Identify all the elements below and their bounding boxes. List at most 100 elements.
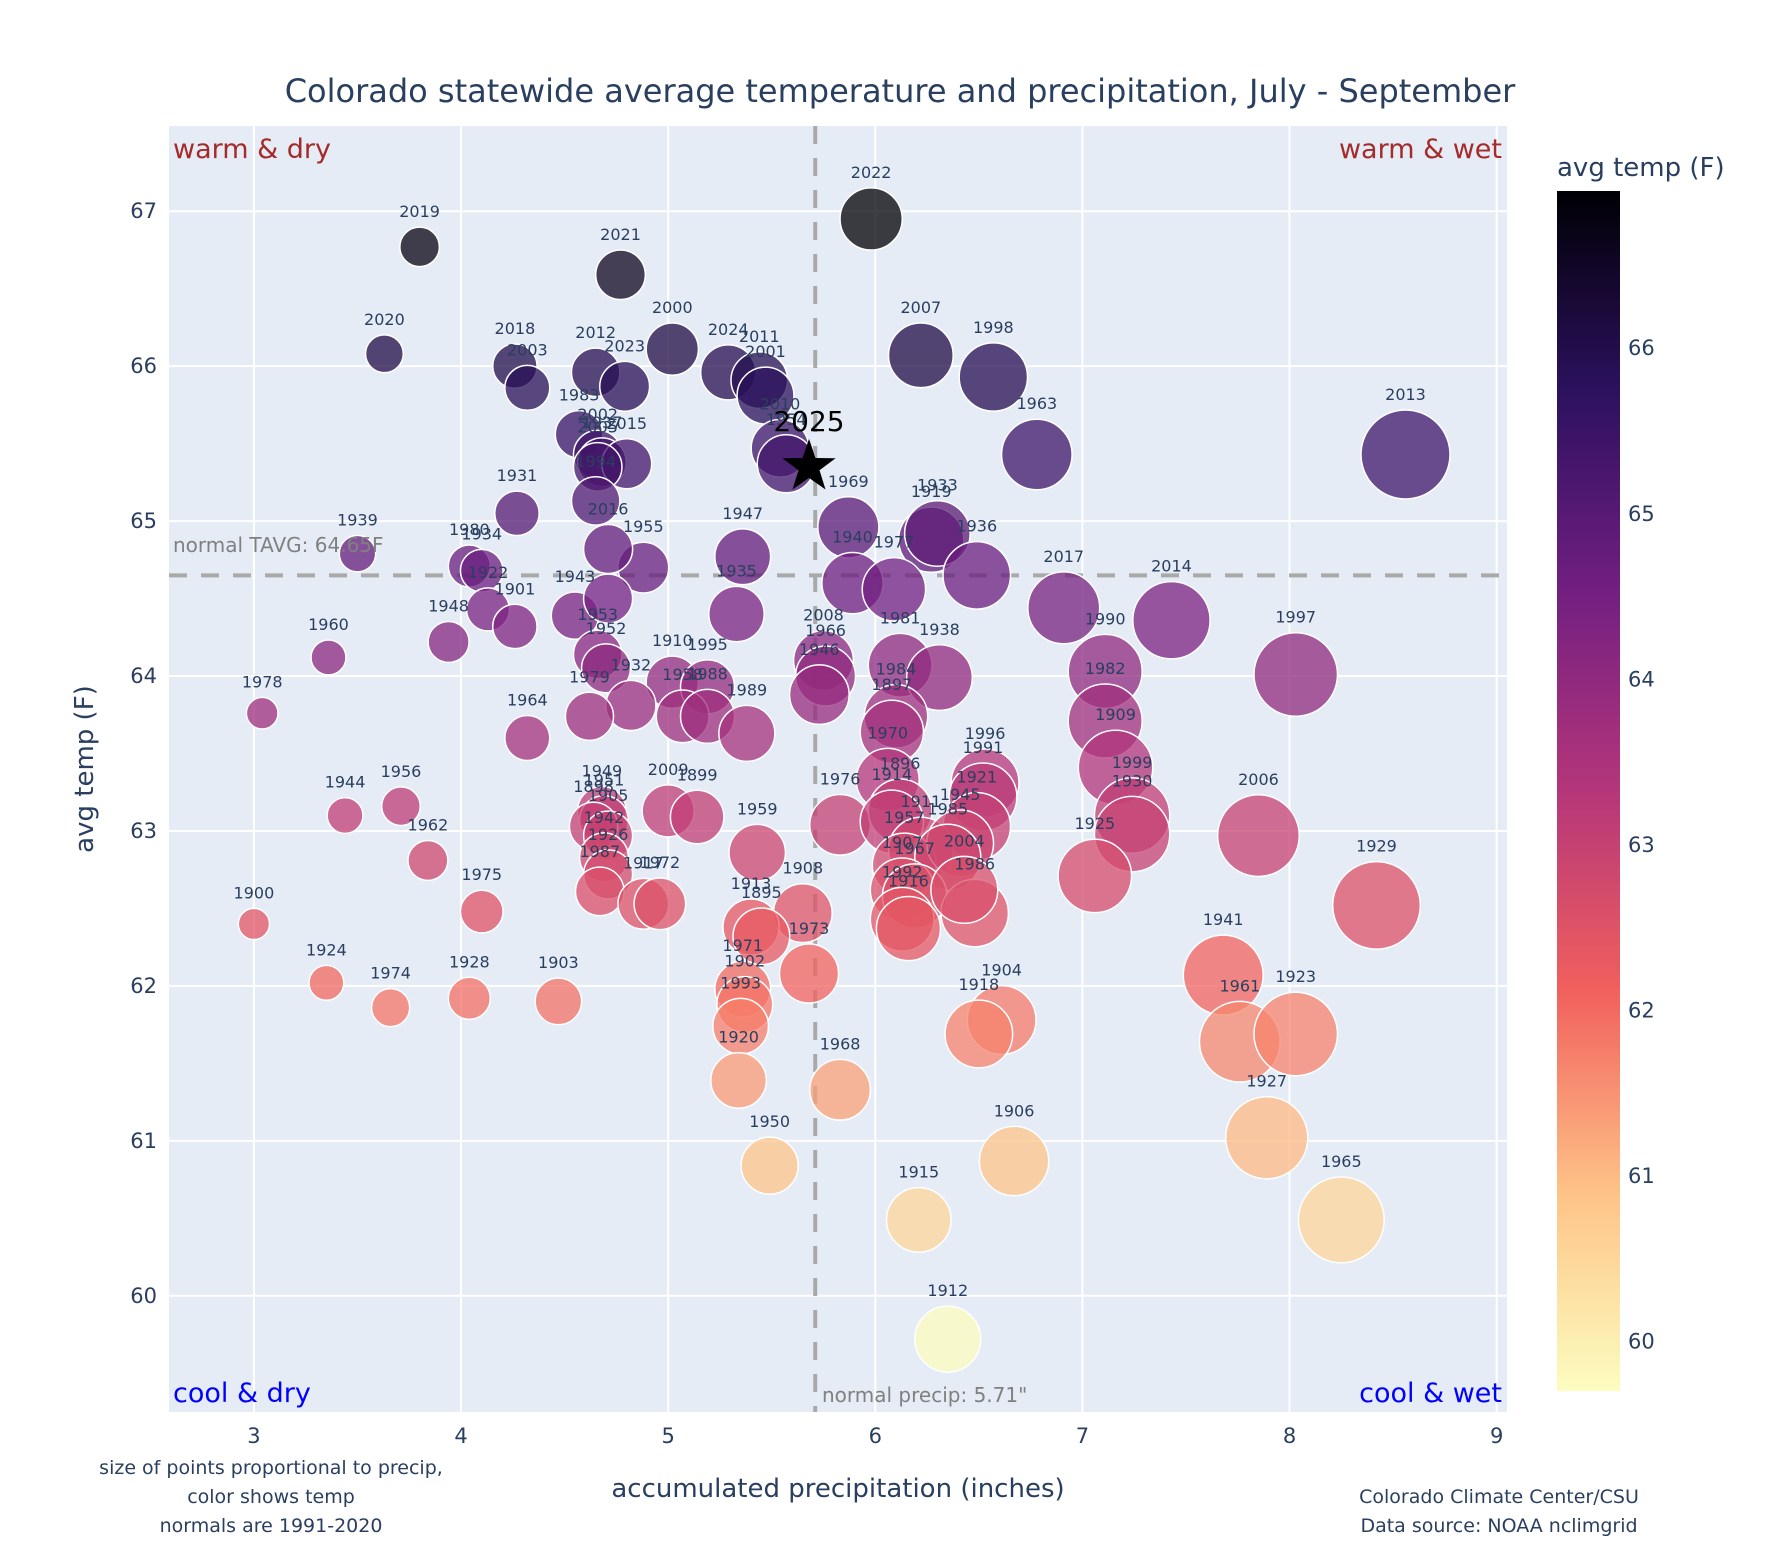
star-marker-2025 <box>782 438 836 490</box>
point-label: 1989 <box>727 680 768 699</box>
colorbar <box>1557 191 1620 1391</box>
point-2014 <box>1132 580 1211 660</box>
point-label: 1970 <box>867 723 908 742</box>
point-1906 <box>978 1125 1050 1197</box>
quadrant-cool-wet: cool & wet <box>1359 1378 1502 1409</box>
point-1998 <box>958 342 1029 412</box>
point-1935 <box>708 585 765 643</box>
point-label: 1997 <box>1275 608 1316 627</box>
point-2019 <box>399 226 441 268</box>
point-label: 1909 <box>1095 705 1136 724</box>
y-tick-label: 67 <box>130 199 157 223</box>
point-label: 1933 <box>917 476 958 495</box>
point-label: 1924 <box>306 940 347 959</box>
point-label: 1932 <box>611 655 652 674</box>
point-label: 2001 <box>745 342 786 361</box>
point-label: 1935 <box>716 561 757 580</box>
point-1947 <box>714 528 772 586</box>
point-label: 1990 <box>1085 609 1126 628</box>
x-tick-label: 6 <box>869 1424 882 1448</box>
point-label: 2015 <box>606 414 647 433</box>
point-label: 1952 <box>586 619 627 638</box>
point-1956 <box>380 786 422 827</box>
point-label: 1967 <box>894 839 935 858</box>
point-2016b <box>582 573 634 624</box>
point-label: 1975 <box>461 865 502 884</box>
x-axis-ticks: 3 4 5 6 7 8 9 <box>247 1424 1503 1448</box>
point-label: 2017 <box>1043 547 1084 566</box>
point-label: 2022 <box>851 163 892 182</box>
point-1929 <box>1331 860 1422 950</box>
point-label: 1929 <box>1356 837 1397 856</box>
point-2003 <box>504 364 551 412</box>
point-label: 1928 <box>449 952 490 971</box>
scatter-points <box>237 187 1451 1373</box>
point-label: 1998 <box>973 318 1014 337</box>
point-1895 <box>732 907 791 966</box>
point-1994 <box>570 476 621 526</box>
point-label: 2008 <box>803 606 844 625</box>
point-label: 1947 <box>722 504 763 523</box>
point-1965 <box>1297 1176 1385 1264</box>
point-label: 1996 <box>965 724 1006 743</box>
point-label: 1934 <box>461 524 502 543</box>
point-label: 1957 <box>884 808 925 827</box>
point-label: 1954 <box>766 410 807 429</box>
point-label: 1936 <box>956 517 997 536</box>
point-label: 1999 <box>1112 753 1153 772</box>
point-label: 1940 <box>832 527 873 546</box>
point-label: 1979 <box>569 667 610 686</box>
normal-tavg-label: normal TAVG: 64.65F <box>173 533 384 557</box>
point-label: 2003 <box>507 340 548 359</box>
point-label: 2014 <box>1151 557 1192 576</box>
point-1916 <box>875 895 942 962</box>
normal-lines <box>169 126 1507 1412</box>
point-1946 <box>788 664 850 726</box>
note-left-1: size of points proportional to precip, <box>99 1457 443 1479</box>
point-label: 1972 <box>640 853 681 872</box>
star-label-2025: 2025 <box>773 405 844 438</box>
point-label: 1944 <box>325 773 366 792</box>
point-label: 1914 <box>871 765 912 784</box>
point-label: 1915 <box>898 1163 939 1182</box>
point-label: 1895 <box>741 883 782 902</box>
note-right-2: Data source: NOAA nclimgrid <box>1360 1515 1637 1537</box>
point-label: 1925 <box>1074 814 1115 833</box>
point-label: 1901 <box>495 579 536 598</box>
point-label: 1916 <box>888 872 929 891</box>
y-tick-label: 62 <box>130 974 157 998</box>
colorbar-tick-label: 62 <box>1628 998 1655 1022</box>
point-1920 <box>710 1051 768 1109</box>
point-label: 1922 <box>468 563 509 582</box>
point-label: 1958 <box>662 665 703 684</box>
point-label: 1962 <box>408 815 449 834</box>
point-label: 2002 <box>577 405 618 424</box>
point-label: 1987 <box>579 842 620 861</box>
point-label: 1913 <box>731 874 772 893</box>
point-1932 <box>605 679 657 732</box>
point-label: 1908 <box>782 859 823 878</box>
point-label: 1953 <box>577 605 618 624</box>
note-right-1: Colorado Climate Center/CSU <box>1359 1486 1639 1508</box>
point-1972 <box>633 877 687 931</box>
point-1923 <box>1253 991 1339 1077</box>
point-2021 <box>594 249 647 301</box>
point-label: 1946 <box>799 640 840 659</box>
point-label: 1965 <box>1321 1152 1362 1171</box>
point-1974 <box>370 987 411 1028</box>
point-label: 2011 <box>739 327 780 346</box>
point-label: 1926 <box>588 825 629 844</box>
point-1960 <box>310 639 347 676</box>
point-label: 1960 <box>308 615 349 634</box>
point-2004 <box>930 855 999 925</box>
point-label: 1955 <box>623 517 664 536</box>
point-label: 1927 <box>1246 1072 1287 1091</box>
colorbar-tick-label: 66 <box>1628 336 1655 360</box>
point-label: 2006 <box>1238 770 1279 789</box>
point-label: 1978 <box>242 672 283 691</box>
point-label: 1988 <box>687 664 728 683</box>
point-label: 1976 <box>820 769 861 788</box>
point-label: 1941 <box>1203 910 1244 929</box>
x-tick-label: 5 <box>661 1424 674 1448</box>
x-tick-label: 4 <box>454 1424 467 1448</box>
